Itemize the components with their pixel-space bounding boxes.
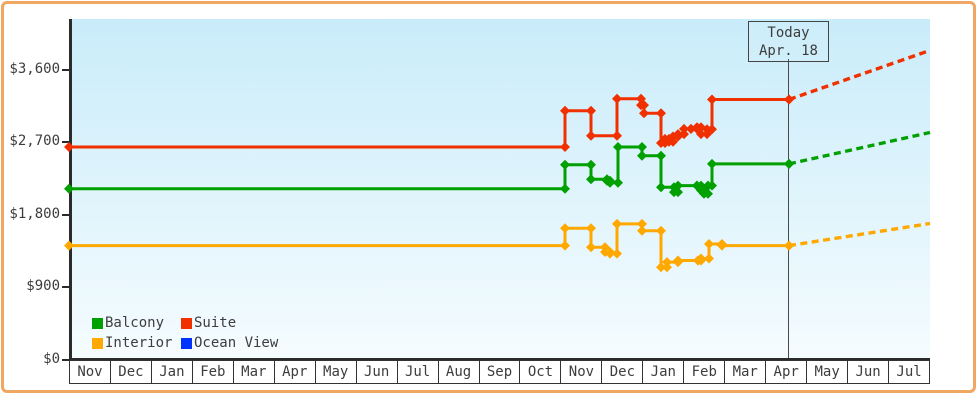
- y-tick-label: $2,700: [9, 133, 60, 150]
- month-cell: Feb: [192, 360, 234, 384]
- month-cell: Jun: [356, 360, 398, 384]
- today-marker-line: [788, 59, 789, 358]
- month-cell: Sep: [479, 360, 521, 384]
- legend-item-balcony: Balcony: [92, 313, 181, 333]
- month-cell: Jul: [889, 360, 931, 384]
- y-tick-mark: [62, 286, 70, 289]
- y-tick-label: $1,800: [9, 205, 60, 222]
- chart-legend: Balcony Suite Interior Ocean View: [92, 313, 278, 353]
- month-cell: Nov: [69, 360, 111, 384]
- today-label-line2: Apr. 18: [758, 43, 818, 59]
- month-cell: Jul: [397, 360, 439, 384]
- legend-label: Suite: [194, 315, 237, 331]
- y-tick-label: $900: [26, 278, 60, 295]
- legend-label: Interior: [105, 335, 173, 351]
- month-cell: Jun: [848, 360, 890, 384]
- month-cell: Dec: [602, 360, 644, 384]
- month-cell: Feb: [684, 360, 726, 384]
- y-axis-line: [69, 19, 72, 365]
- month-cell: Mar: [233, 360, 275, 384]
- y-tick-mark: [62, 358, 70, 361]
- month-cell: Jan: [151, 360, 193, 384]
- legend-item-suite: Suite: [181, 313, 278, 333]
- month-cell: Apr: [766, 360, 808, 384]
- suite-swatch-icon: [181, 317, 192, 329]
- month-cell: May: [315, 360, 357, 384]
- balcony-swatch-icon: [92, 317, 103, 329]
- month-cell: Jan: [643, 360, 685, 384]
- interior-swatch-icon: [92, 337, 103, 349]
- x-axis-line: [69, 358, 930, 361]
- today-label-box: Today Apr. 18: [748, 21, 829, 62]
- legend-label: Ocean View: [194, 335, 279, 351]
- month-cell: Dec: [110, 360, 152, 384]
- month-cell: Nov: [561, 360, 603, 384]
- month-cell: Apr: [274, 360, 316, 384]
- y-tick-label: $3,600: [9, 60, 60, 77]
- plot-area-background: [71, 19, 930, 359]
- y-tick-label: $0: [43, 350, 60, 367]
- today-label-line1: Today: [767, 25, 810, 41]
- legend-item-interior: Interior: [92, 333, 181, 353]
- ocean-view-swatch-icon: [181, 337, 192, 349]
- month-cell: Aug: [438, 360, 480, 384]
- legend-item-ocean-view: Ocean View: [181, 333, 278, 353]
- x-axis-month-row: Nov Dec Jan Feb Mar Apr May Jun Jul Aug Sep Oct Nov D…: [69, 360, 931, 384]
- y-tick-mark: [62, 213, 70, 216]
- month-cell: May: [807, 360, 849, 384]
- legend-label: Balcony: [105, 315, 165, 331]
- month-cell: Oct: [520, 360, 562, 384]
- y-tick-mark: [62, 68, 70, 71]
- month-cell: Mar: [725, 360, 767, 384]
